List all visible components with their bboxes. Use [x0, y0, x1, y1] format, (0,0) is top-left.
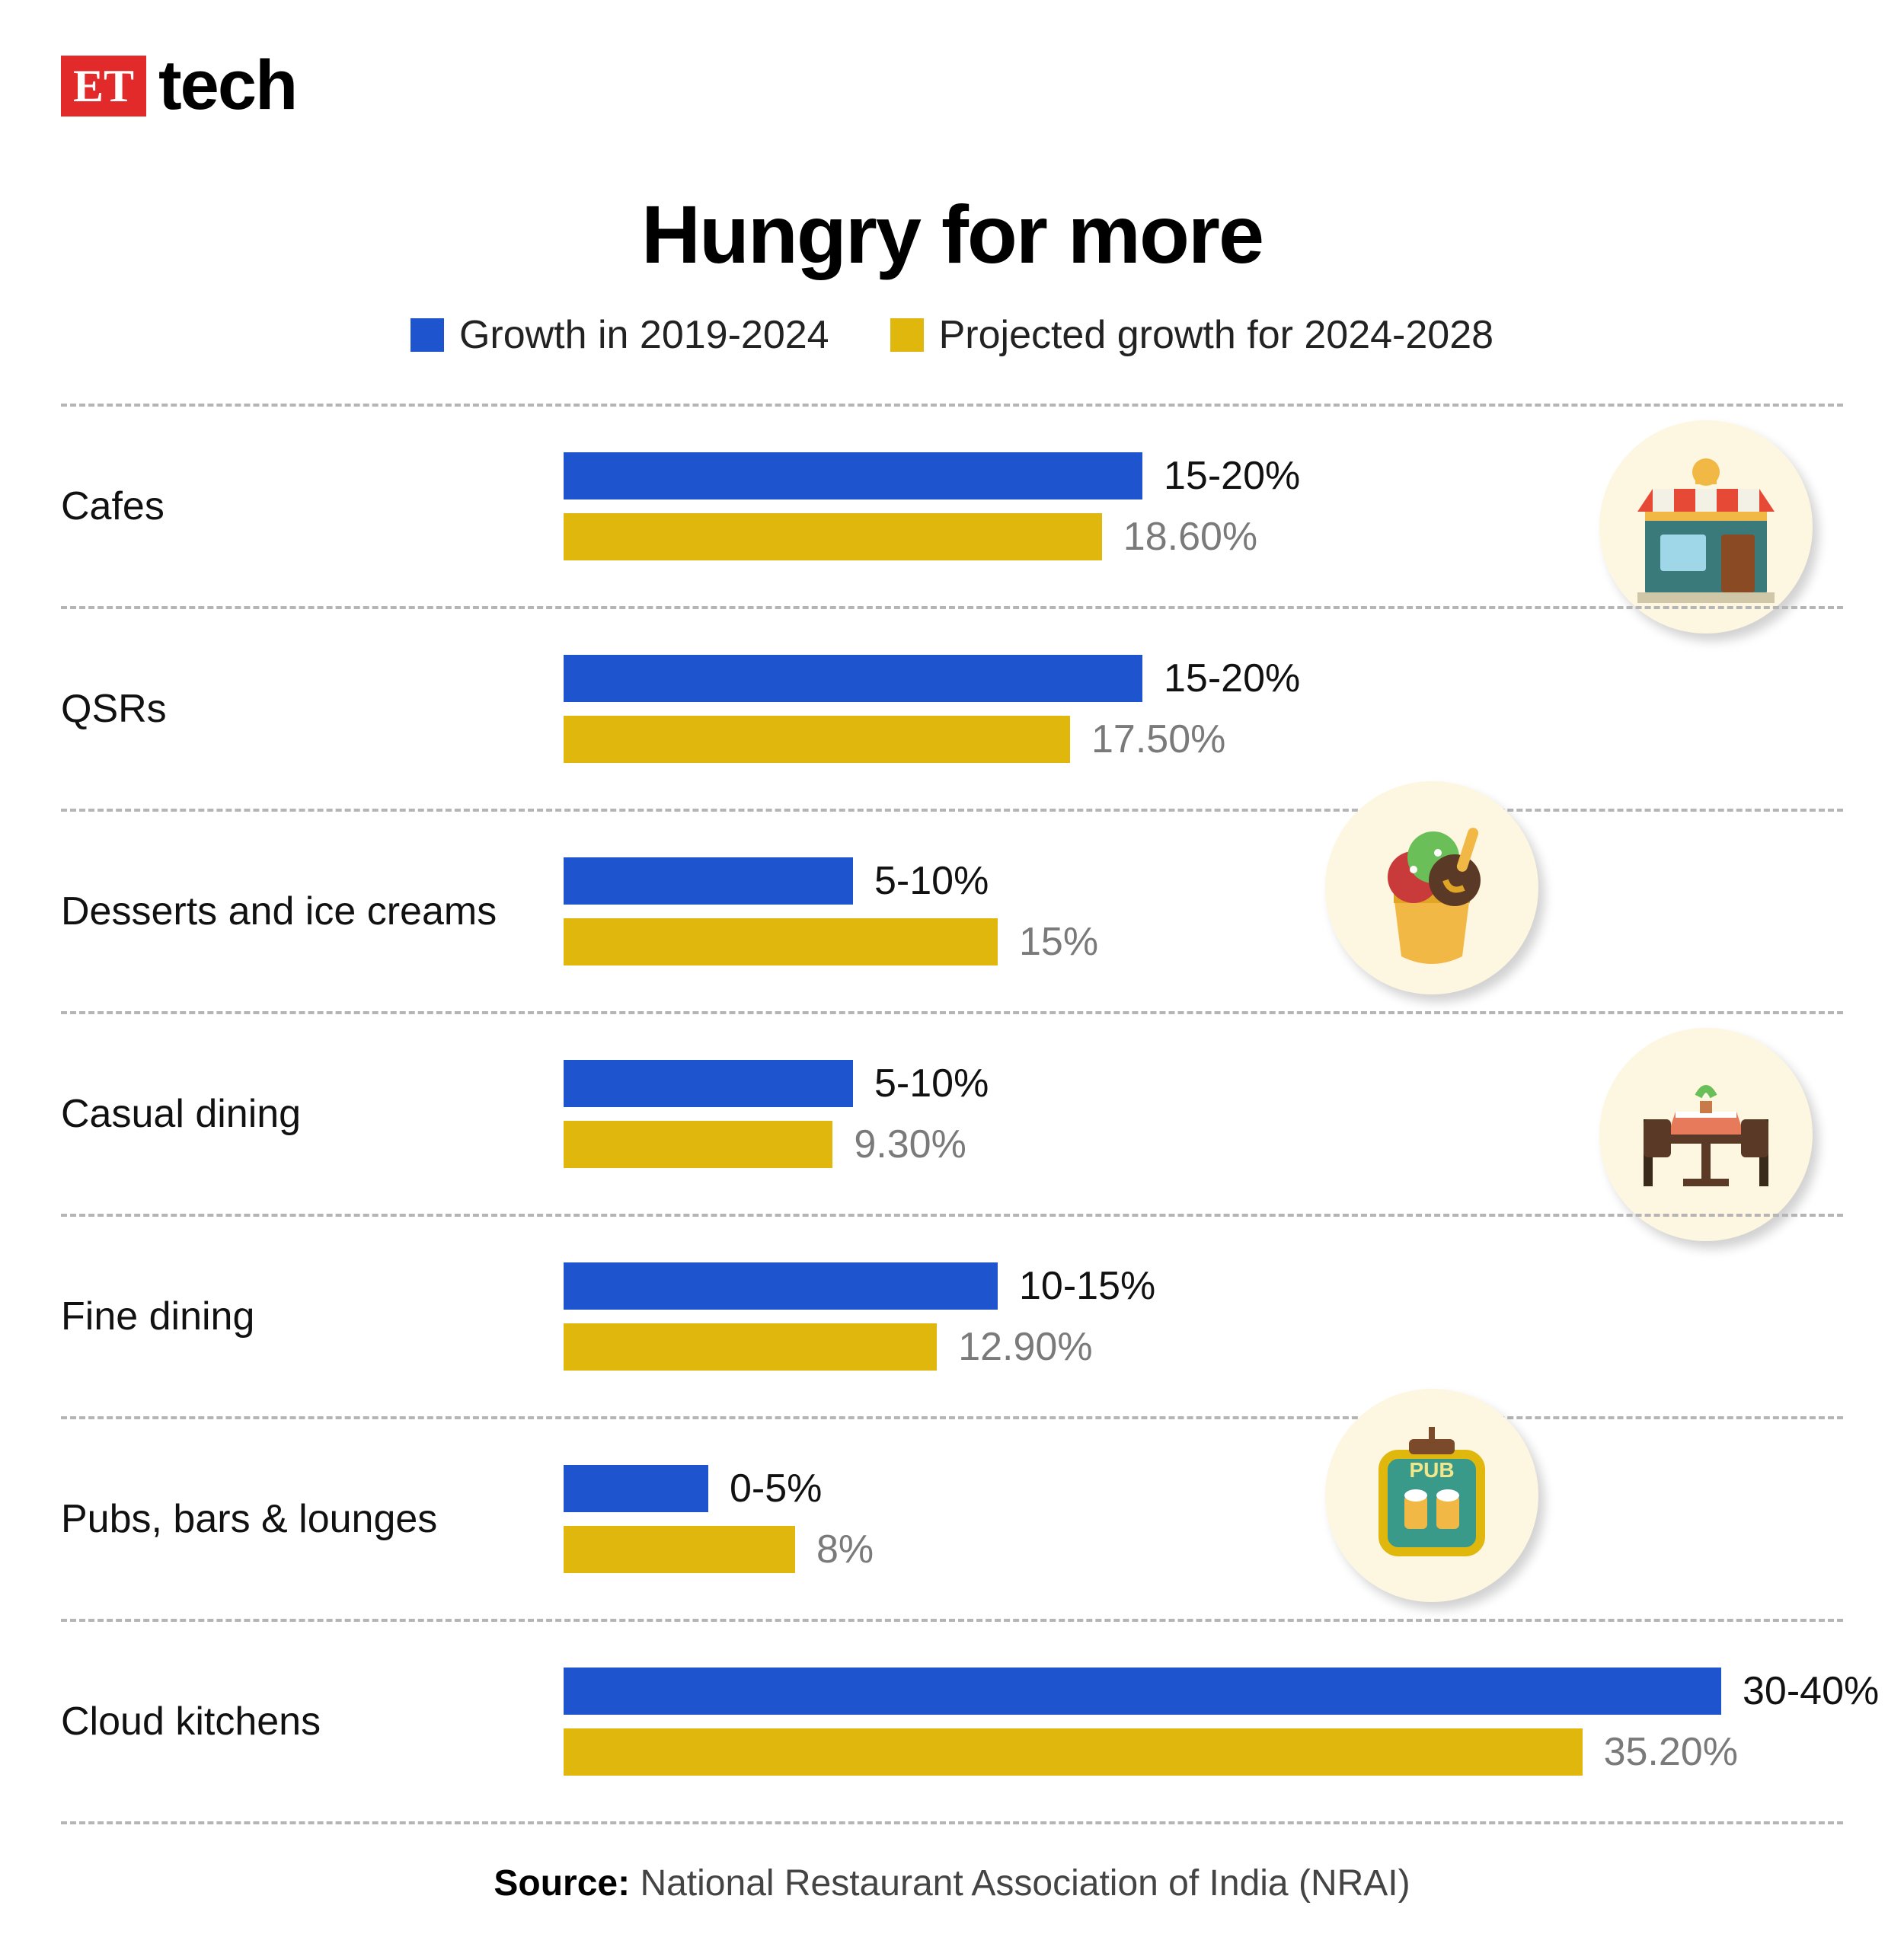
bar-series-2 — [564, 1121, 832, 1168]
bar-value-1: 15-20% — [1164, 453, 1300, 499]
row-category-label: QSRs — [61, 686, 564, 732]
row-bars: 15-20% 17.50% — [564, 655, 1843, 763]
bar-series-2 — [564, 716, 1070, 763]
bar-value-1: 5-10% — [874, 858, 989, 904]
bar-value-2: 18.60% — [1123, 514, 1257, 560]
bar-series-2 — [564, 1526, 795, 1573]
chart-row: QSRs 15-20% 17.50% — [61, 606, 1843, 809]
bar-value-2: 35.20% — [1604, 1729, 1738, 1775]
legend-item-2: Projected growth for 2024-2028 — [890, 312, 1493, 358]
legend-label-2: Projected growth for 2024-2028 — [939, 312, 1493, 358]
dining-icon — [1599, 1028, 1813, 1241]
bar-chart: Cafes 15-20% 18.60% QSRs 15-20% 17.50% Dessert… — [61, 404, 1843, 1824]
bar-value-2: 17.50% — [1091, 716, 1225, 762]
chart-row: Casual dining 5-10% 9.30% — [61, 1011, 1843, 1214]
bar-value-1: 30-40% — [1743, 1668, 1879, 1714]
bar-value-1: 15-20% — [1164, 656, 1300, 701]
bar-value-2: 8% — [816, 1527, 874, 1572]
chart-row: Desserts and ice creams 5-10% 15% — [61, 809, 1843, 1011]
bar-series-1 — [564, 857, 853, 905]
chart-row: Pubs, bars & lounges 0-5% 8% — [61, 1416, 1843, 1619]
row-category-label: Fine dining — [61, 1294, 564, 1339]
source-text: National Restaurant Association of India… — [640, 1863, 1410, 1904]
bar-series-1 — [564, 1668, 1721, 1715]
chart-row: Cloud kitchens30-40%35.20% — [61, 1619, 1843, 1824]
chart-legend: Growth in 2019-2024 Projected growth for… — [61, 312, 1843, 358]
bar-series-1 — [564, 1262, 998, 1310]
bar-value-1: 10-15% — [1019, 1263, 1155, 1309]
brand-logo: ET tech — [61, 46, 1843, 126]
row-bars: 5-10% 15% — [564, 857, 1843, 965]
bar-value-2: 15% — [1019, 919, 1098, 965]
row-bars: 0-5% 8% — [564, 1465, 1843, 1573]
bar-value-2: 9.30% — [854, 1122, 966, 1167]
source-prefix: Source: — [494, 1863, 630, 1904]
row-category-label: Cafes — [61, 484, 564, 529]
bar-series-1 — [564, 452, 1142, 499]
row-bars: 30-40%35.20% — [564, 1668, 1879, 1776]
bar-value-2: 12.90% — [958, 1324, 1092, 1370]
icecream-icon — [1325, 781, 1538, 994]
legend-swatch-1 — [411, 318, 444, 352]
row-bars: 10-15% 12.90% — [564, 1262, 1843, 1371]
bar-series-2 — [564, 1323, 937, 1371]
bar-series-2 — [564, 513, 1102, 560]
brand-et-badge: ET — [61, 56, 146, 116]
chart-source: Source: National Restaurant Association … — [61, 1862, 1843, 1904]
bar-series-2 — [564, 1728, 1583, 1776]
legend-swatch-2 — [890, 318, 924, 352]
chart-row: Cafes 15-20% 18.60% — [61, 404, 1843, 606]
row-category-label: Cloud kitchens — [61, 1699, 564, 1744]
bar-series-2 — [564, 918, 998, 965]
row-category-label: Desserts and ice creams — [61, 889, 564, 934]
chart-title: Hungry for more — [61, 187, 1843, 282]
bar-series-1 — [564, 1465, 708, 1512]
brand-tech-text: tech — [158, 46, 296, 126]
chart-row: Fine dining 10-15% 12.90% — [61, 1214, 1843, 1416]
bar-value-1: 5-10% — [874, 1061, 989, 1106]
bar-value-1: 0-5% — [730, 1466, 822, 1511]
bar-series-1 — [564, 1060, 853, 1107]
pub-icon — [1325, 1389, 1538, 1602]
row-category-label: Casual dining — [61, 1091, 564, 1137]
bar-series-1 — [564, 655, 1142, 702]
legend-item-1: Growth in 2019-2024 — [411, 312, 829, 358]
row-category-label: Pubs, bars & lounges — [61, 1496, 564, 1542]
legend-label-1: Growth in 2019-2024 — [459, 312, 829, 358]
cafe-icon — [1599, 420, 1813, 634]
